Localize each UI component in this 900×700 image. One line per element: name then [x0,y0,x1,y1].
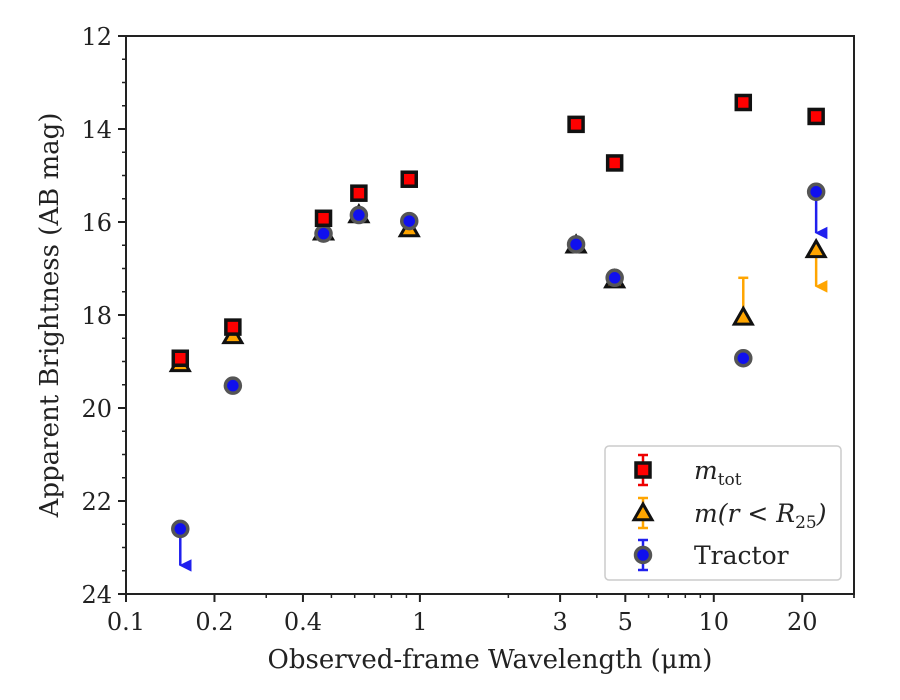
data-point-circle [314,224,333,243]
data-marks [168,93,828,572]
data-point-circle [806,182,826,202]
y-axis: 12 14 16 18 20 22 24 [81,23,126,609]
data-point-square [314,209,333,228]
data-point-circle [566,235,586,254]
y-axis-title: Apparent Brightness (AB mag) [35,113,65,519]
data-point-triangle [731,305,755,326]
x-axis: 0.1 0.2 0.4 1 3 5 10 20 [107,594,855,636]
x-tick-label: 20 [787,608,818,636]
legend-label: Tractor [694,541,789,570]
x-tick-label: 5 [618,608,633,636]
data-point-square [734,93,753,112]
x-tick-label: 1 [412,608,427,636]
data-point-circle [171,519,190,539]
data-point-circle [605,268,624,288]
data-point-square [350,184,368,202]
legend-box [604,445,842,581]
data-point-circle [734,348,753,368]
data-point-circle [223,376,243,395]
data-point-square [224,318,242,336]
y-tick-label: 12 [81,23,112,51]
data-point-triangle [804,237,828,259]
data-point-square [171,349,190,367]
x-tick-label: 3 [552,608,567,636]
data-point-square [400,170,418,188]
data-point-square [605,154,624,172]
x-tick-label: 0.4 [284,608,322,636]
y-tick-label: 22 [81,488,112,516]
y-tick-label: 20 [81,395,112,423]
legend: mtot m(r < R25) Tractor [604,445,842,581]
y-tick-label: 18 [81,302,112,330]
data-point-circle [399,211,419,231]
legend-label: mtot [694,456,742,490]
x-axis-title: Observed-frame Wavelength (μm) [268,645,713,675]
legend-marker-circle [633,545,653,565]
x-tick-label: 10 [699,608,730,636]
legend-marker-triangle [631,500,655,522]
y-tick-label: 24 [81,581,112,609]
data-point-circle [349,205,369,225]
data-point-square [567,115,585,134]
legend-label: m(r < R25) [694,499,826,533]
x-tick-label: 0.2 [195,608,233,636]
y-tick-label: 16 [81,209,112,237]
data-point-square [807,107,825,126]
y-tick-label: 14 [81,116,112,144]
x-tick-label: 0.1 [107,608,145,636]
legend-marker-square [634,461,652,479]
